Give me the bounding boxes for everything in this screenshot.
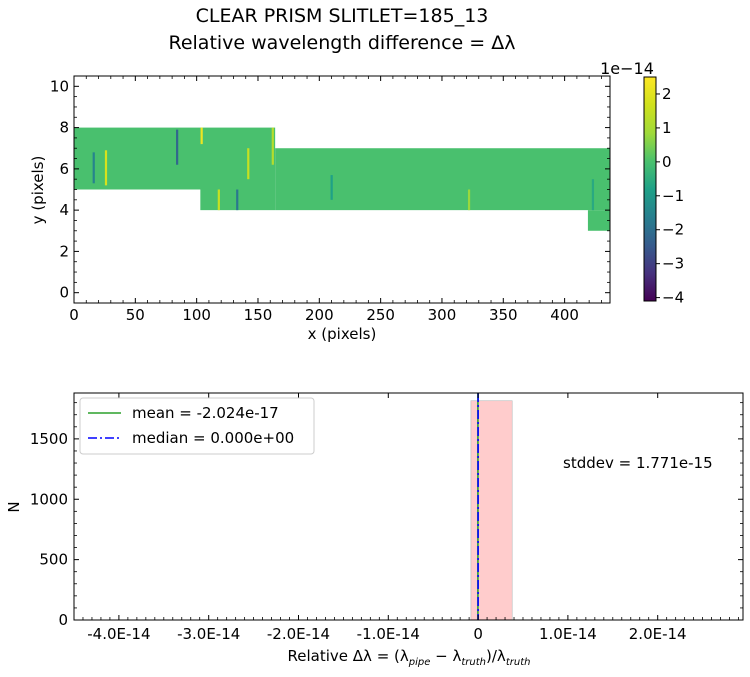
figure-subtitle: Relative wavelength difference = Δλ xyxy=(168,32,515,54)
histogram-x-tick-label: 0 xyxy=(473,625,483,643)
heatmap-region xyxy=(587,210,610,231)
histogram-legend: mean = -2.024e-17 median = 0.000e+00 xyxy=(79,397,315,455)
histogram-x-ticks: -4.0E-14 -3.0E-14 -2.0E-14 -1.0E-14 0 1.0E-14… xyxy=(73,393,739,643)
heatmap-streak xyxy=(92,152,95,184)
histogram-data xyxy=(470,393,513,621)
legend-box xyxy=(79,397,315,455)
heatmap-streak xyxy=(247,148,250,180)
histogram-frame xyxy=(73,392,744,621)
histogram-x-tick-label: -1.0E-14 xyxy=(357,625,420,643)
heatmap-x-tick-label: 50 xyxy=(126,306,145,324)
histogram-x-tick-label: -4.0E-14 xyxy=(87,625,150,643)
histogram-x-label: Relative Δλ = (λpipe − λtruth)/λtruth xyxy=(288,647,531,668)
histogram-x-tick-label: -3.0E-14 xyxy=(177,625,240,643)
heatmap-x-tick-label: 250 xyxy=(366,306,395,324)
legend-median-label: median = 0.000e+00 xyxy=(132,429,294,447)
heatmap-streak xyxy=(271,127,274,165)
heatmap-y-tick-label: 0 xyxy=(59,284,69,302)
heatmap-streak xyxy=(176,129,179,165)
heatmap-data xyxy=(74,127,610,231)
histogram-y-tick-label: 1000 xyxy=(30,490,68,508)
heatmap-y-ticks: 0 2 4 6 8 10 xyxy=(50,77,610,302)
heatmap-y-tick-label: 8 xyxy=(59,119,69,137)
colorbar-gradient xyxy=(643,76,657,302)
heatmap-streak xyxy=(217,189,220,211)
colorbar-tick-label: 0 xyxy=(662,153,672,171)
heatmap-region xyxy=(275,148,610,211)
histogram-x-tick-label: 2.0E-14 xyxy=(629,625,687,643)
histogram-y-tick-label: 500 xyxy=(39,551,68,569)
colorbar-tick-label: −4 xyxy=(662,289,684,307)
heatmap-x-tick-label: 350 xyxy=(489,306,518,324)
colorbar-offset-label: 1e−14 xyxy=(600,59,654,78)
heatmap-streak xyxy=(591,179,595,211)
histogram-x-tick-label: -2.0E-14 xyxy=(267,625,330,643)
histogram-y-tick-label: 1500 xyxy=(30,430,68,448)
histogram-y-tick-label: 0 xyxy=(58,611,68,629)
legend-mean-label: mean = -2.024e-17 xyxy=(132,404,279,422)
histogram-y-label: N xyxy=(5,501,23,512)
heatmap-y-tick-label: 2 xyxy=(59,242,69,260)
heatmap-x-tick-label: 400 xyxy=(550,306,579,324)
heatmap-y-tick-label: 10 xyxy=(50,77,69,95)
heatmap-panel: 0 50 100 150 200 250 300 350 400 0 2 4 6 8 10 x (pixe… xyxy=(29,75,611,343)
colorbar-tick-label: 1 xyxy=(662,119,672,137)
heatmap-streak xyxy=(104,150,108,186)
heatmap-x-tick-label: 150 xyxy=(244,306,273,324)
colorbar-tick-label: −3 xyxy=(662,255,684,273)
heatmap-x-tick-label: 300 xyxy=(428,306,457,324)
heatmap-streak xyxy=(200,127,203,145)
heatmap-streak xyxy=(330,175,333,200)
heatmap-y-tick-label: 6 xyxy=(59,160,69,178)
figure-title: CLEAR PRISM SLITLET=185_13 xyxy=(196,5,489,27)
heatmap-x-tick-label: 100 xyxy=(182,306,211,324)
histogram-y-ticks: 0 500 1000 1500 xyxy=(30,402,743,629)
heatmap-x-label: x (pixels) xyxy=(308,325,377,343)
heatmap-y-tick-label: 4 xyxy=(59,201,69,219)
colorbar-tick-label: 2 xyxy=(662,85,672,103)
stddev-annotation: stddev = 1.771e-15 xyxy=(563,454,713,472)
heatmap-streak xyxy=(467,189,471,211)
heatmap-x-ticks: 0 50 100 150 200 250 300 350 400 xyxy=(69,76,602,324)
colorbar-ticks: −4 −3 −2 −1 0 1 2 xyxy=(656,85,684,307)
colorbar-tick-label: −2 xyxy=(662,221,684,239)
heatmap-x-tick-label: 0 xyxy=(69,306,79,324)
heatmap-region xyxy=(74,127,276,190)
histogram-panel: -4.0E-14 -3.0E-14 -2.0E-14 -1.0E-14 0 1.0E-14… xyxy=(5,392,744,668)
histogram-bar xyxy=(470,400,513,621)
histogram-x-tick-label: 1.0E-14 xyxy=(539,625,597,643)
colorbar: −4 −3 −2 −1 0 1 2 1e−14 xyxy=(600,59,684,307)
heatmap-x-tick-label: 200 xyxy=(305,306,334,324)
heatmap-y-label: y (pixels) xyxy=(29,156,47,225)
heatmap-streak xyxy=(236,189,239,211)
colorbar-tick-label: −1 xyxy=(662,187,684,205)
